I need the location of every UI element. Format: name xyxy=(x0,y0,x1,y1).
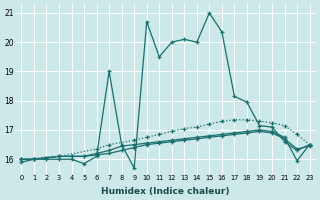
X-axis label: Humidex (Indice chaleur): Humidex (Indice chaleur) xyxy=(101,187,230,196)
